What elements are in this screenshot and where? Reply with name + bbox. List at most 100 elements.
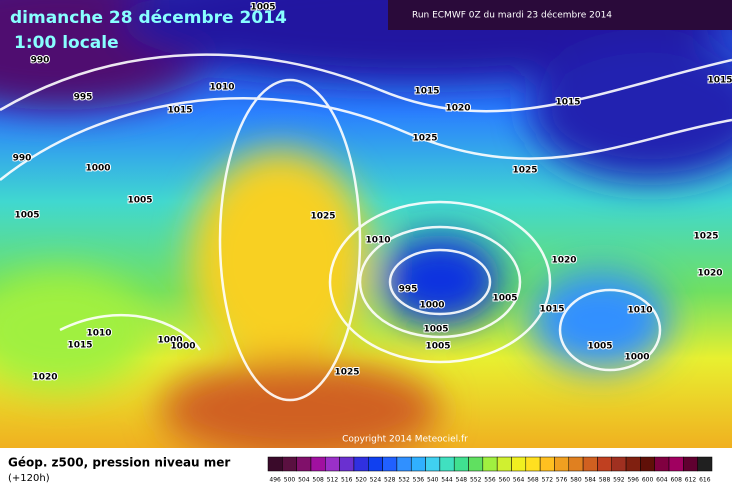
scale-label: 496: [269, 477, 281, 484]
scale-label: 536: [413, 477, 425, 484]
scale-swatch: [597, 456, 612, 472]
scale-swatch: [525, 456, 541, 472]
isobar-label: 990: [31, 56, 50, 66]
isobar-label: 990: [13, 154, 32, 164]
isobar-label: 1015: [539, 305, 564, 315]
scale-label: 588: [599, 477, 611, 484]
isobar-label: 1005: [587, 342, 612, 352]
scale-label: 596: [627, 477, 639, 484]
scale-label: 556: [484, 477, 496, 484]
scale-label: 512: [327, 477, 339, 484]
scale-swatch: [582, 456, 598, 472]
scale-swatch: [296, 456, 312, 472]
scale-label: 516: [341, 477, 353, 484]
scale-swatch: [625, 456, 641, 472]
scale-label: 500: [284, 477, 296, 484]
isobar-label: 1010: [627, 306, 652, 316]
scale-swatch: [353, 456, 369, 472]
isobar-label: 1020: [445, 104, 470, 114]
isobar-label: 1000: [419, 301, 444, 311]
scale-label: 540: [427, 477, 439, 484]
scale-label: 568: [527, 477, 539, 484]
isobar-label: 1005: [492, 294, 517, 304]
map-time: 1:00 locale: [14, 33, 119, 53]
scale-swatch: [611, 456, 627, 472]
map-date: dimanche 28 décembre 2014: [10, 8, 287, 28]
isobar-label: 1005: [250, 3, 275, 13]
copyright: Copyright 2014 Meteociel.fr: [342, 435, 468, 445]
isobar-label: 1020: [697, 269, 722, 279]
isobar-label: 1015: [707, 76, 732, 86]
scale-swatch: [325, 456, 340, 472]
scale-swatch: [511, 456, 527, 472]
scale-label: 504: [298, 477, 310, 484]
isobar-label: 1025: [693, 232, 718, 242]
scale-swatch: [425, 456, 441, 472]
scale-swatch: [539, 456, 555, 472]
scale-label: 584: [585, 477, 597, 484]
isobar-label: 1010: [86, 329, 111, 339]
scale-label: 600: [642, 477, 654, 484]
isobar-label: 1010: [209, 83, 234, 93]
scale-label: 572: [542, 477, 554, 484]
scale-label: 552: [470, 477, 482, 484]
scale-swatch: [482, 456, 498, 472]
scale-label: 528: [384, 477, 396, 484]
isobar-label: 1000: [624, 353, 649, 363]
isobar-label: 1015: [555, 98, 580, 108]
isobar-label: 1025: [334, 368, 359, 378]
isobar-label: 1005: [425, 342, 450, 352]
isobar-label: 995: [74, 93, 93, 103]
isobar-label: 1005: [14, 211, 39, 221]
isobar-label: 1015: [414, 87, 439, 97]
isobar-label: 1000: [157, 336, 182, 346]
scale-swatch: [410, 456, 426, 472]
scale-label: 548: [456, 477, 468, 484]
scale-swatch: [654, 456, 670, 472]
scale-swatch: [368, 456, 383, 472]
scale-swatch: [496, 456, 512, 472]
scale-swatch: [568, 456, 584, 472]
scale-swatch: [668, 456, 684, 472]
scale-label: 532: [398, 477, 410, 484]
scale-swatch: [382, 456, 398, 472]
isobar-label: 1015: [67, 341, 92, 351]
scale-swatch: [339, 456, 355, 472]
scale-label: 608: [670, 477, 682, 484]
scale-label: 580: [570, 477, 582, 484]
isobar-label: 1015: [167, 106, 192, 116]
scale-swatch: [697, 456, 713, 472]
isobar-label: 1000: [170, 342, 195, 352]
isobar-label: 1000: [85, 164, 110, 174]
map-field: [0, 0, 732, 448]
scale-swatch: [439, 456, 455, 472]
run-banner: [388, 0, 732, 30]
isobar-label: 1005: [127, 196, 152, 206]
scale-label: 612: [685, 477, 697, 484]
scale-label: 576: [556, 477, 568, 484]
isobar-label: 1020: [551, 256, 576, 266]
isobar-label: 1005: [423, 325, 448, 335]
isobar-label: 1025: [310, 212, 335, 222]
scale-swatch: [453, 456, 469, 472]
scale-swatch: [683, 456, 698, 472]
run-info: Run ECMWF 0Z du mardi 23 décembre 2014: [412, 10, 612, 21]
scale-label: 604: [656, 477, 668, 484]
scale-label: 616: [699, 477, 711, 484]
scale-swatch: [282, 456, 297, 472]
scale-swatch: [640, 456, 655, 472]
scale-label: 592: [613, 477, 625, 484]
scale-label: 564: [513, 477, 525, 484]
scale-label: 508: [312, 477, 324, 484]
isobar-label: 1020: [32, 373, 57, 383]
scale-label: 560: [499, 477, 511, 484]
footer-title: Géop. z500, pression niveau mer: [8, 456, 230, 470]
isobar-label: 1025: [412, 134, 437, 144]
scale-label: 520: [355, 477, 367, 484]
scale-swatch: [267, 456, 283, 472]
scale-label: 544: [441, 477, 453, 484]
footer-lead: (+120h): [8, 473, 50, 484]
isobar-label: 995: [399, 285, 418, 295]
